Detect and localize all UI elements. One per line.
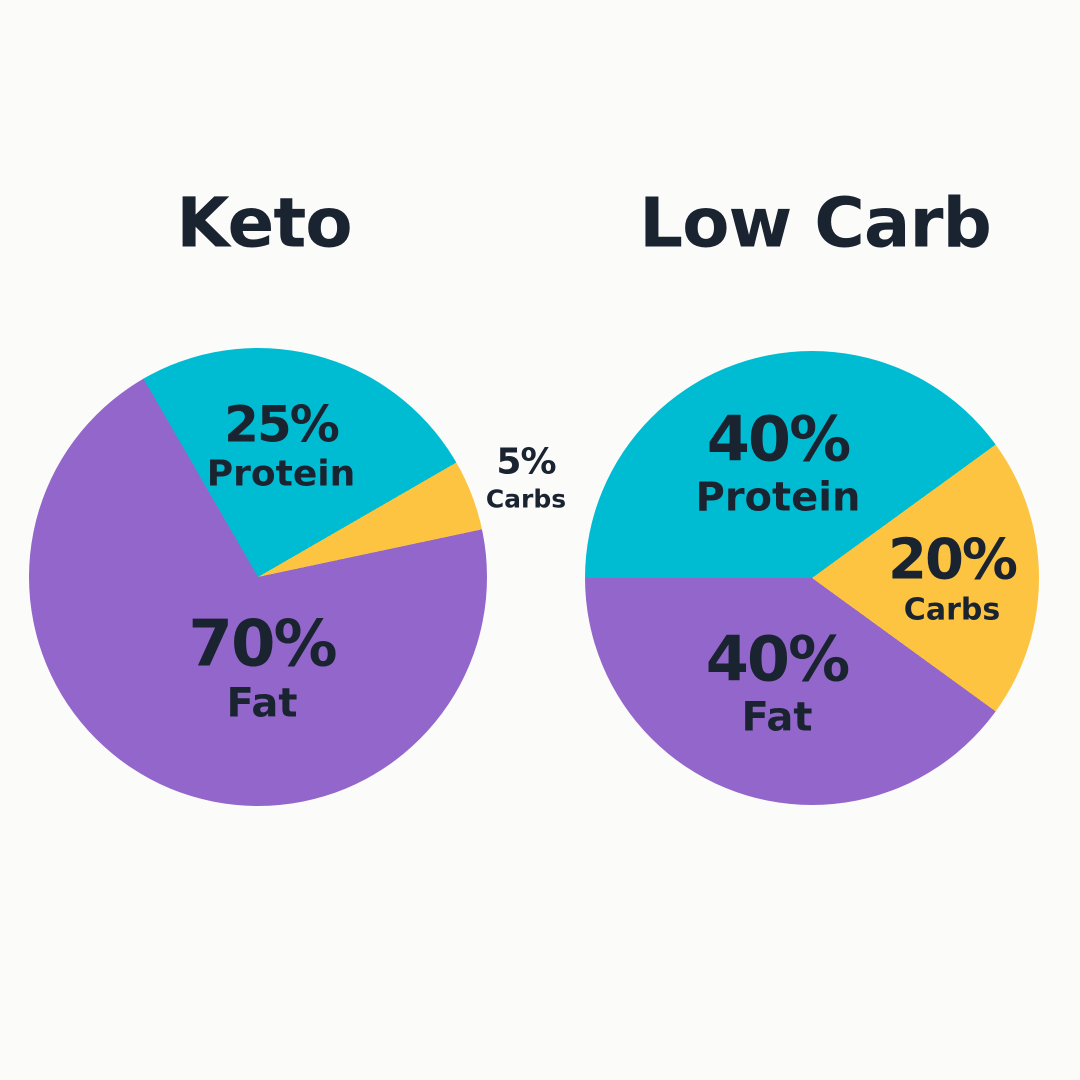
keto-carbs-slice-label: 5% Carbs xyxy=(485,441,567,514)
lowcarb-fat-percent: 40% xyxy=(705,622,850,696)
lowcarb-pie-chart xyxy=(585,351,1039,805)
keto-protein-name: Protein xyxy=(206,453,356,495)
lowcarb-carbs-name: Carbs xyxy=(903,592,1001,628)
keto-carbs-name: Carbs xyxy=(485,484,567,514)
lowcarb-protein-name: Protein xyxy=(695,474,861,521)
lowcarb-carbs-slice-label: 20% Carbs xyxy=(887,527,1018,628)
lowcarb-carbs-percent: 20% xyxy=(887,527,1018,593)
lowcarb-protein-percent: 40% xyxy=(706,402,851,476)
lowcarb-fat-slice-label: 40% Fat xyxy=(705,622,850,741)
keto-chart-title: Keto xyxy=(176,183,352,264)
keto-fat-percent: 70% xyxy=(188,607,337,682)
lowcarb-protein-slice-label: 40% Protein xyxy=(695,402,861,521)
keto-fat-name: Fat xyxy=(226,680,298,727)
lowcarb-fat-name: Fat xyxy=(741,694,813,741)
keto-carbs-percent: 5% xyxy=(496,441,556,483)
keto-pie-chart xyxy=(29,348,487,806)
keto-protein-percent: 25% xyxy=(224,395,340,454)
lowcarb-chart-title: Low Carb xyxy=(639,183,992,264)
keto-fat-slice-label: 70% Fat xyxy=(188,607,337,727)
keto-protein-slice-label: 25% Protein xyxy=(207,400,355,493)
